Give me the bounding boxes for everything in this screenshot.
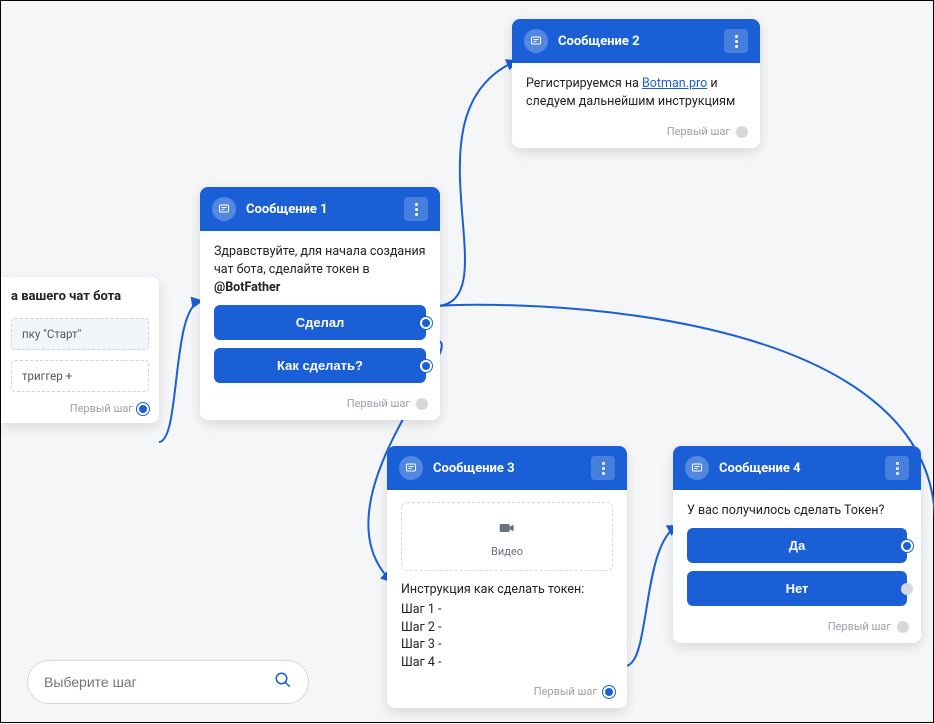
node-title: Сообщение 1	[246, 202, 404, 217]
node-message-2[interactable]: Сообщение 2 Регистрируемся на Botman.pro…	[512, 19, 760, 148]
button-how[interactable]: Как сделать?	[214, 348, 426, 383]
node-header[interactable]: Сообщение 1	[200, 187, 440, 231]
node-body: У вас получилось сделать Токен? Да Нет	[673, 490, 921, 614]
instruction-title: Инструкция как сделать токен:	[401, 581, 613, 599]
message-icon	[685, 456, 709, 480]
node-menu-button[interactable]	[404, 197, 428, 221]
button-done[interactable]: Сделал	[214, 305, 426, 340]
footer-label: Первый шаг	[828, 620, 891, 633]
node-header[interactable]: Сообщение 2	[512, 19, 760, 63]
node-title: а вашего чат бота	[11, 289, 149, 304]
button-yes[interactable]: Да	[687, 528, 907, 563]
output-port[interactable]	[897, 621, 909, 633]
video-placeholder[interactable]: Видео	[401, 502, 613, 571]
message-icon	[399, 456, 423, 480]
output-port[interactable]	[137, 403, 149, 415]
search-icon	[274, 671, 292, 693]
search-input[interactable]	[44, 674, 274, 690]
output-port[interactable]	[420, 317, 432, 329]
node-message-3[interactable]: Сообщение 3 Видео Инструкция как сделать…	[387, 446, 627, 708]
output-port[interactable]	[416, 398, 428, 410]
trigger-row[interactable]: пку "Старт"	[11, 318, 149, 350]
node-body: Здравствуйте, для начала создания чат бо…	[200, 231, 440, 391]
video-icon	[410, 517, 604, 540]
node-header[interactable]: Сообщение 4	[673, 446, 921, 490]
node-body: Регистрируемся на Botman.pro и следуем д…	[512, 63, 760, 119]
node-start-partial[interactable]: а вашего чат бота пку "Старт" триггер + …	[1, 277, 159, 423]
node-header[interactable]: Сообщение 3	[387, 446, 627, 490]
link-botman[interactable]: Botman.pro	[642, 76, 707, 91]
node-message-4[interactable]: Сообщение 4 У вас получилось сделать Ток…	[673, 446, 921, 643]
node-menu-button[interactable]	[724, 29, 748, 53]
output-port[interactable]	[736, 126, 748, 138]
footer-label: Первый шаг	[534, 685, 597, 698]
output-port[interactable]	[603, 686, 615, 698]
footer-label: Первый шаг	[667, 125, 730, 138]
node-menu-button[interactable]	[591, 456, 615, 480]
node-message-1[interactable]: Сообщение 1 Здравствуйте, для начала соз…	[200, 187, 440, 420]
output-port[interactable]	[901, 540, 913, 552]
step-search[interactable]	[27, 660, 309, 704]
footer-label: Первый шаг	[347, 397, 410, 410]
instruction-step: Шаг 1 -	[401, 601, 613, 619]
node-title: Сообщение 3	[433, 461, 591, 476]
output-port[interactable]	[420, 360, 432, 372]
node-body: Видео Инструкция как сделать токен: Шаг …	[387, 490, 627, 679]
flow-canvas[interactable]: а вашего чат бота пку "Старт" триггер + …	[1, 1, 933, 722]
node-menu-button[interactable]	[885, 456, 909, 480]
add-trigger-row[interactable]: триггер +	[11, 360, 149, 392]
node-title: Сообщение 2	[558, 34, 724, 49]
instruction-step: Шаг 4 -	[401, 654, 613, 672]
output-port[interactable]	[901, 583, 913, 595]
footer-label: Первый шаг	[70, 402, 133, 415]
instruction-step: Шаг 2 -	[401, 619, 613, 637]
instruction-step: Шаг 3 -	[401, 636, 613, 654]
node-title: Сообщение 4	[719, 461, 885, 476]
button-no[interactable]: Нет	[687, 571, 907, 606]
message-icon	[212, 197, 236, 221]
message-icon	[524, 29, 548, 53]
